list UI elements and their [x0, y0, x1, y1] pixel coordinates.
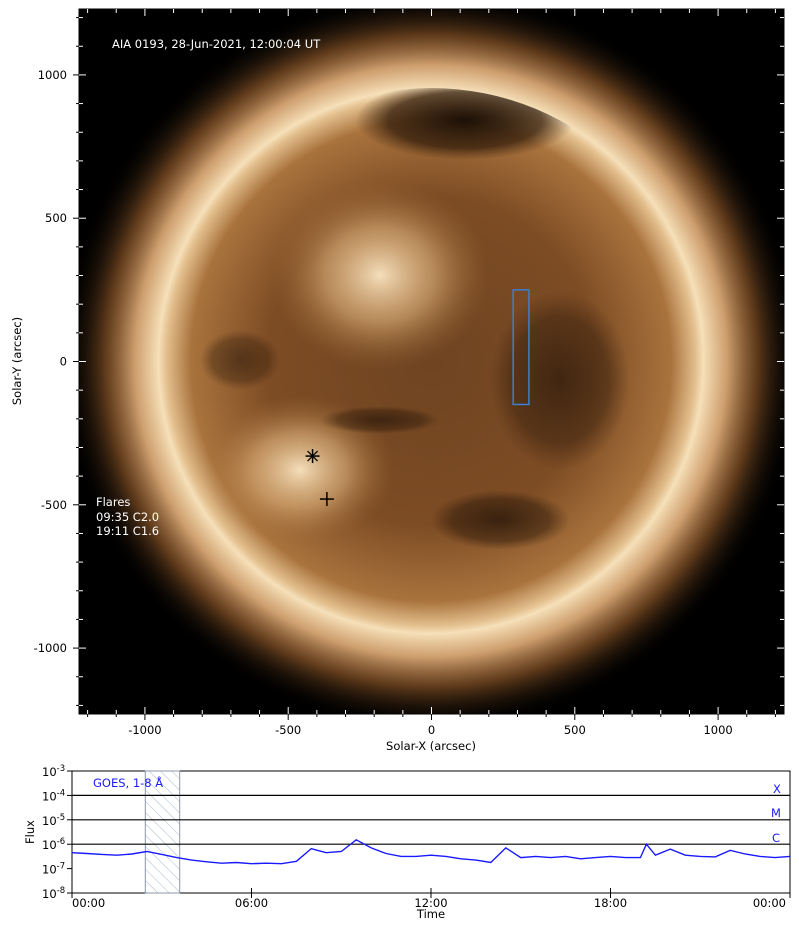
x-tick-label: 0 [428, 723, 435, 737]
goes-frame [71, 770, 791, 894]
goes-x-tick-label: 00:00 [72, 896, 105, 910]
x-tick-label: 500 [564, 723, 586, 737]
goes-y-tick-label: 10-3 [42, 764, 65, 779]
roi-box [512, 289, 530, 406]
y-tick-label: 0 [60, 355, 67, 369]
y-tick-label: -500 [41, 498, 67, 512]
goes-x-tick-label: 18:00 [594, 896, 627, 910]
active-region-north [270, 180, 490, 370]
dark-patch-west [200, 330, 280, 390]
flare-entry-2: 19:11 C1.6 [96, 524, 159, 538]
goes-x-tick-label: 06:00 [235, 896, 268, 910]
goes-flux-series [71, 838, 791, 865]
dark-filament-south [430, 490, 570, 550]
goes-x-tick-label: 12:00 [414, 896, 447, 910]
y-tick-label: 1000 [38, 68, 67, 82]
goes-y-tick-label: 10-8 [42, 886, 65, 901]
disk-features [200, 88, 630, 550]
x-axis-label: Solar-X (arcsec) [386, 739, 476, 753]
goes-y-tick-label: 10-4 [42, 788, 65, 803]
goes-x-tick-label: 00:00 [753, 896, 786, 910]
dark-filament-center [320, 406, 440, 434]
flares-title: Flares [96, 495, 130, 509]
flare-entry-1: 09:35 C2.0 [96, 510, 159, 524]
y-tick-label: 500 [45, 211, 67, 225]
image-overlays [305, 289, 530, 507]
goes-x-label: Time [416, 907, 445, 921]
goes-panel: 10-3 10-4 10-5 10-6 10-7 10-8 00:00 06:00 12:00 1… [23, 764, 791, 921]
flare-marker [305, 449, 320, 464]
goes-class-c: C [772, 831, 780, 845]
active-region-south [205, 395, 395, 545]
flare-marker [319, 492, 334, 507]
goes-y-tick-label: 10-7 [42, 862, 65, 877]
goes-axes: 10-3 10-4 10-5 10-6 10-7 10-8 00:00 06:00 12:00 1… [42, 764, 791, 910]
goes-class-x: X [773, 782, 781, 796]
x-tick-label: -1000 [128, 723, 161, 737]
y-tick-label: -1000 [34, 641, 67, 655]
image-header-text: AIA 0193, 28-Jun-2021, 12:00:04 UT [112, 37, 321, 51]
x-tick-label: -500 [275, 723, 301, 737]
y-axis-label: Solar-Y (arcsec) [10, 317, 24, 405]
goes-y-tick-label: 10-5 [42, 813, 65, 828]
goes-class-m: M [771, 806, 781, 820]
dark-filament-east [490, 290, 630, 470]
goes-title: GOES, 1-8 Å [93, 775, 163, 790]
image-axes: -1000 -500 0 500 1000 1000 500 0 -500 -1000 [34, 9, 784, 737]
goes-shaded-interval [144, 770, 181, 894]
solar-image-panel [79, 9, 784, 714]
goes-y-tick-label: 10-6 [42, 837, 65, 852]
x-tick-label: 1000 [703, 723, 732, 737]
goes-y-label: Flux [23, 820, 37, 844]
